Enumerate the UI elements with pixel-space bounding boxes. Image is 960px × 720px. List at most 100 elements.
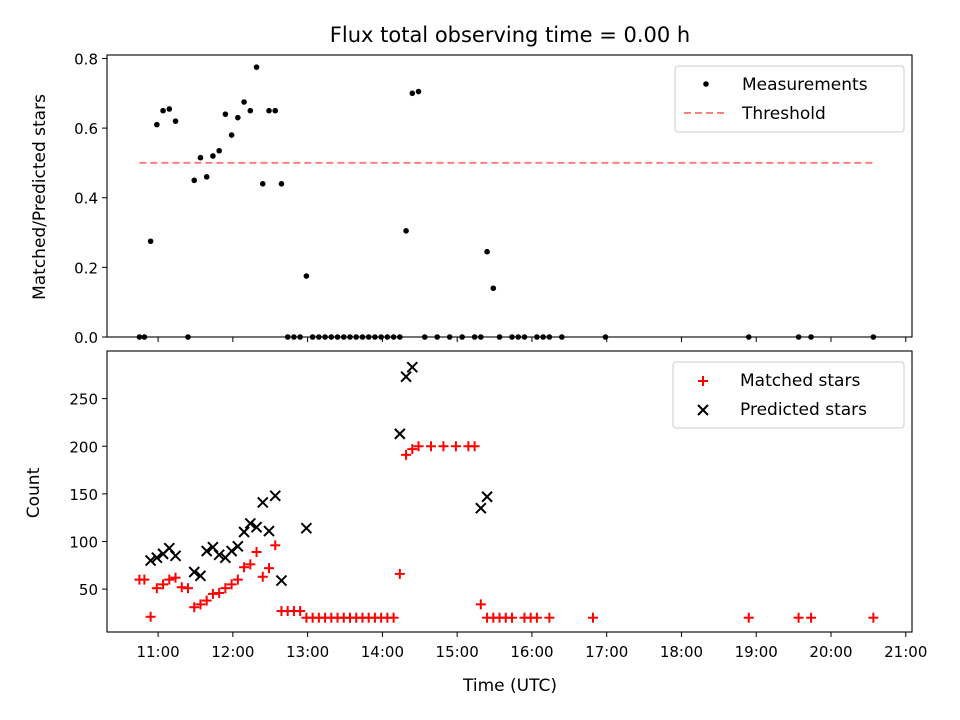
measurement-point (241, 99, 247, 105)
measurement-point (397, 334, 403, 340)
predicted-star-point (406, 361, 419, 373)
measurement-point (490, 285, 497, 292)
matched-star-point (438, 441, 449, 452)
matched-star-point (226, 579, 237, 590)
matched-star-point (544, 612, 555, 623)
bottom-plot-frame (106, 350, 913, 633)
bottom-y-tick-label: 200 (69, 438, 98, 456)
predicted-star-stroke (213, 549, 225, 561)
predicted-star-stroke (394, 428, 406, 440)
matched-star-point (469, 441, 480, 452)
predicted-star-point (481, 491, 493, 503)
predicted-star-point (238, 526, 250, 538)
measurement-point (297, 334, 303, 340)
matched-star-point (793, 612, 804, 623)
x-tick-label: 16:00 (510, 643, 553, 661)
measurement-point (210, 153, 216, 159)
measurement-point (471, 334, 478, 340)
predicted-star-stroke (269, 490, 281, 502)
x-tick-label: 11:00 (136, 643, 179, 661)
measurement-point (372, 334, 378, 340)
measurement-point (172, 118, 179, 124)
x-tick-label: 20:00 (809, 643, 852, 661)
matched-star-point (257, 571, 268, 582)
predicted-star-stroke (250, 521, 263, 533)
matched-star-point (450, 441, 461, 452)
matched-star-point (170, 572, 181, 583)
predicted-star-point (697, 404, 709, 416)
matched-star-point (245, 559, 256, 570)
predicted-star-stroke (200, 545, 213, 557)
top-legend (674, 65, 905, 133)
measurement-point (147, 238, 154, 245)
bottom-y-tick-label: 50 (79, 581, 98, 599)
measurement-point (795, 334, 802, 340)
matched-star-point (189, 602, 200, 613)
measurement-point (334, 334, 341, 340)
measurement-point (259, 181, 266, 187)
measurement-point (459, 334, 465, 340)
measurement-point (253, 64, 260, 70)
x-tick-label: 15:00 (436, 643, 479, 661)
measurement-point (166, 106, 173, 112)
measurement-point (316, 334, 322, 340)
x-tick-label: 12:00 (211, 643, 254, 661)
legend-measurements-label: Measurements (742, 75, 868, 95)
x-tick-label: 13:00 (286, 643, 329, 661)
matched-star-point (220, 583, 231, 594)
predicted-star-stroke (151, 551, 163, 564)
predicted-star-point (394, 428, 406, 440)
predicted-star-stroke (244, 517, 257, 530)
matched-star-point (139, 574, 150, 585)
predicted-star-stroke (257, 496, 269, 509)
matched-star-point (239, 562, 250, 573)
x-tick-label: 21:00 (884, 643, 927, 661)
x-tick-label: 18:00 (660, 643, 703, 661)
matched-star-point (251, 546, 262, 557)
measurement-point (390, 334, 397, 340)
measurement-point (291, 334, 297, 340)
measurement-point (185, 334, 191, 340)
predicted-star-point (250, 521, 263, 533)
measurement-point (478, 334, 484, 340)
predicted-star-stroke (275, 574, 288, 587)
matched-star-point (868, 612, 879, 623)
predicted-star-point (200, 545, 213, 557)
predicted-star-stroke (232, 540, 244, 552)
matched-star-point (195, 599, 206, 610)
predicted-star-point (263, 525, 275, 537)
predicted-star-point (225, 545, 238, 557)
measurement-point (434, 334, 441, 340)
legend-measurements-marker (703, 81, 709, 87)
measurement-point (222, 111, 229, 117)
measurement-point (309, 334, 316, 340)
matched-star-point (263, 563, 274, 574)
measurement-point (347, 334, 353, 340)
measurement-point (266, 107, 272, 114)
predicted-star-stroke (163, 542, 176, 554)
measurement-point (247, 107, 254, 114)
top-legend-box (674, 65, 905, 133)
predicted-star-stroke (169, 550, 182, 562)
measurement-point (160, 107, 166, 114)
measurement-point (515, 334, 522, 340)
measurement-point (303, 273, 310, 279)
measurement-point (216, 147, 222, 154)
bottom-chart-ylabel: Count (24, 467, 44, 518)
measurement-point (191, 177, 198, 184)
x-tick-label: 14:00 (361, 643, 404, 661)
predicted-star-stroke (263, 525, 275, 537)
measurement-point (340, 334, 347, 340)
top-chart-title: Flux total observing time = 0.00 h (330, 23, 690, 47)
bottom-y-tick-label: 100 (69, 534, 98, 552)
matched-star-point (698, 376, 708, 386)
measurement-point (534, 334, 540, 340)
matched-star-point (531, 612, 542, 623)
predicted-star-stroke (238, 526, 250, 538)
measurement-point (484, 248, 490, 255)
measurement-point (745, 334, 752, 340)
measurement-point (353, 334, 360, 340)
matched-star-point (413, 441, 424, 452)
matched-star-point (232, 574, 243, 585)
measurement-point (328, 334, 335, 340)
